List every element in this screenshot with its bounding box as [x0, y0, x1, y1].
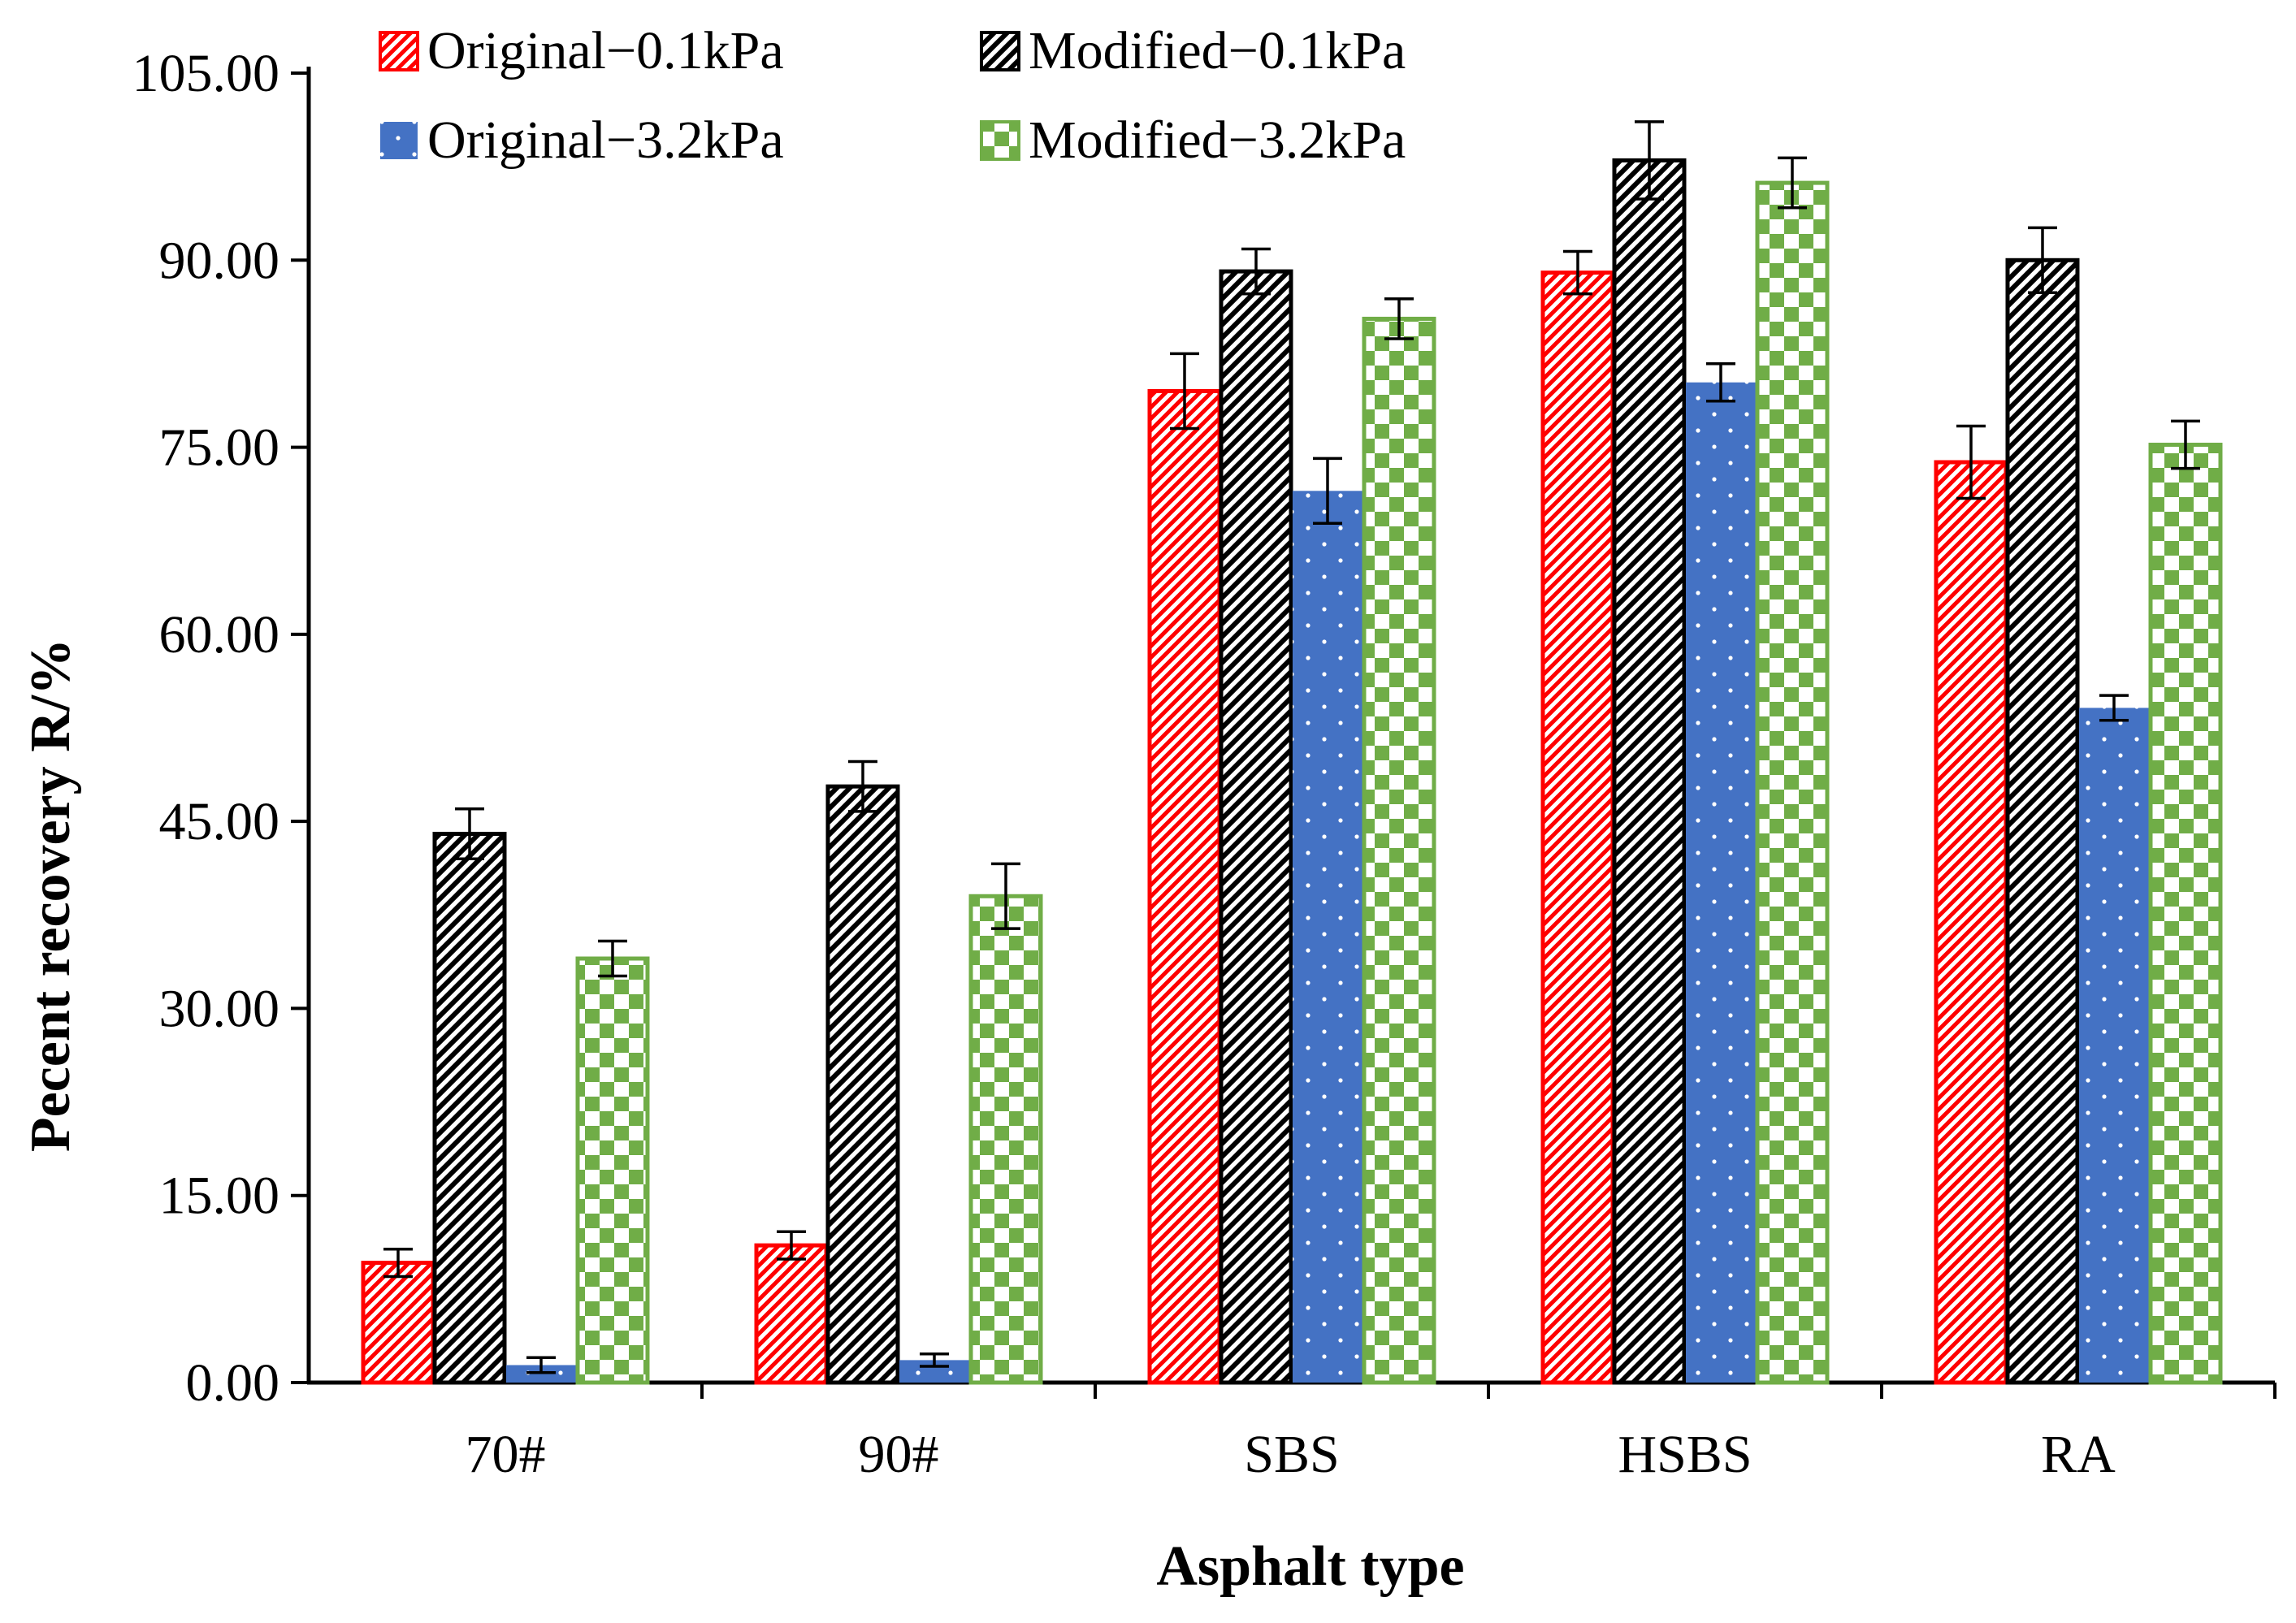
y-tick-label: 75.00: [159, 418, 280, 478]
y-tick-label: 30.00: [159, 979, 280, 1038]
bar-modified-0-1kpa-hsbs: [1612, 158, 1687, 1385]
legend-swatch-original-0-1kpa: [379, 31, 419, 71]
legend-label-modified-3-2kpa: Modified−3.2kPa: [1029, 110, 1406, 170]
legend-swatch-original-3-2kpa: [380, 122, 418, 159]
bar-original-0-1kpa-ra: [1934, 460, 2008, 1385]
bar-modified-3-2kpa-70: [575, 956, 650, 1385]
bar-modified-3-2kpa-hsbs: [1755, 180, 1830, 1385]
y-tick-label: 15.00: [159, 1166, 280, 1226]
bar-original-3-2kpa-sbs: [1293, 491, 1362, 1383]
bar-modified-3-2kpa-90: [968, 894, 1043, 1385]
x-tick-label-hsbs: HSBS: [1618, 1425, 1752, 1484]
x-tick-label-90: 90#: [859, 1425, 939, 1484]
bar-modified-3-2kpa-sbs: [1362, 316, 1436, 1385]
bar-modified-0-1kpa-ra: [2005, 258, 2080, 1385]
bar-original-3-2kpa-hsbs: [1686, 382, 1756, 1383]
legend-swatch-modified-3-2kpa: [980, 120, 1020, 161]
y-tick-label: 105.00: [132, 44, 280, 103]
legend: Original−0.1kPa Modified−0.1kPa Original−3…: [379, 21, 1406, 170]
x-tick-label-sbs: SBS: [1244, 1425, 1339, 1484]
bar-modified-3-2kpa-ra: [2148, 443, 2223, 1385]
x-axis-title: Asphalt type: [1156, 1535, 1464, 1598]
bar-original-0-1kpa-hsbs: [1540, 270, 1615, 1385]
bar-modified-0-1kpa-sbs: [1219, 269, 1293, 1385]
y-axis-title: Pecent recovery R/%: [19, 638, 82, 1152]
bar-modified-0-1kpa-90: [825, 784, 900, 1385]
bar-original-0-1kpa-sbs: [1147, 388, 1222, 1385]
legend-label-original-0-1kpa: Original−0.1kPa: [427, 21, 784, 80]
bar-original-0-1kpa-90: [754, 1243, 829, 1385]
legend-label-original-3-2kpa: Original−3.2kPa: [427, 110, 784, 170]
x-tick-label-ra: RA: [2041, 1425, 2116, 1484]
y-tick-label: 90.00: [159, 231, 280, 290]
y-tick-label: 0.00: [186, 1353, 280, 1413]
legend-label-modified-0-1kpa: Modified−0.1kPa: [1029, 21, 1406, 80]
legend-swatch-modified-0-1kpa: [980, 31, 1020, 71]
x-tick-label-70: 70#: [466, 1425, 546, 1484]
bar-modified-0-1kpa-70: [432, 831, 507, 1385]
bar-original-3-2kpa-ra: [2079, 708, 2149, 1383]
y-tick-label: 60.00: [159, 605, 280, 664]
y-tick-label: 45.00: [159, 792, 280, 851]
bar-original-0-1kpa-70: [361, 1261, 435, 1385]
